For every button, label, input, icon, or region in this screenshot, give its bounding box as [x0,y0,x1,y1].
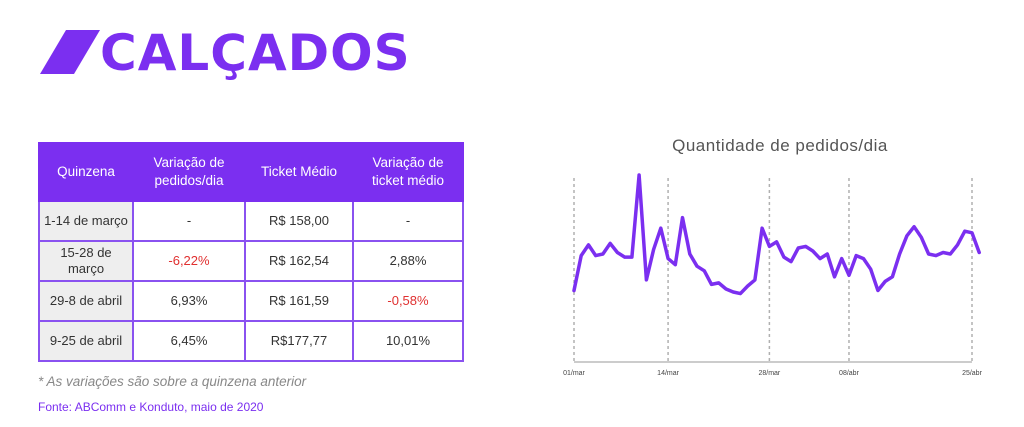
series-line [572,173,981,296]
ticket-cell: R$ 158,00 [244,200,354,242]
column-header: Variação de pedidos/dia [132,142,246,202]
ticket-variation-cell: -0,58% [352,280,464,322]
chart-gridlines [573,178,973,363]
orders-variation-cell: -6,22% [132,240,246,282]
comparison-table: Quinzena Variação de pedidos/dia Ticket … [38,142,464,362]
chart-x-ticks: 01/mar 14/mar 28/mar 08/abr 25/abr [563,370,982,377]
x-tick-label: 01/mar [563,370,585,377]
source-note: Fonte: ABComm e Konduto, maio de 2020 [38,400,264,414]
orders-variation-cell: 6,93% [132,280,246,322]
table-row: 9-25 de abril 6,45% R$177,77 10,01% [38,320,464,362]
column-header: Quinzena [38,142,134,202]
x-tick-label: 08/abr [839,370,860,377]
brand-slash-icon [40,30,100,74]
orders-variation-cell: - [132,200,246,242]
period-cell: 1-14 de março [38,200,134,242]
page-title: CALÇADOS [100,24,411,82]
column-header: Variação de ticket médio [352,142,464,202]
x-tick-label: 28/mar [758,370,780,377]
chart-series [572,173,981,296]
ticket-variation-cell: 2,88% [352,240,464,282]
table-header-row: Quinzena Variação de pedidos/dia Ticket … [38,142,464,202]
orders-variation-cell: 6,45% [132,320,246,362]
x-tick-label: 25/abr [962,370,983,377]
footnote: * As variações são sobre a quinzena ante… [38,374,307,389]
table-row: 29-8 de abril 6,93% R$ 161,59 -0,58% [38,280,464,322]
ticket-cell: R$177,77 [244,320,354,362]
period-cell: 29-8 de abril [38,280,134,322]
ticket-cell: R$ 161,59 [244,280,354,322]
period-cell: 9-25 de abril [38,320,134,362]
column-header: Ticket Médio [244,142,354,202]
chart-title: Quantidade de pedidos/dia [672,136,888,155]
x-tick-label: 14/mar [657,370,679,377]
period-cell: 15-28 de março [38,240,134,282]
ticket-variation-cell: 10,01% [352,320,464,362]
ticket-variation-cell: - [352,200,464,242]
ticket-cell: R$ 162,54 [244,240,354,282]
table-row: 15-28 de março -6,22% R$ 162,54 2,88% [38,240,464,282]
table-row: 1-14 de março - R$ 158,00 - [38,200,464,242]
